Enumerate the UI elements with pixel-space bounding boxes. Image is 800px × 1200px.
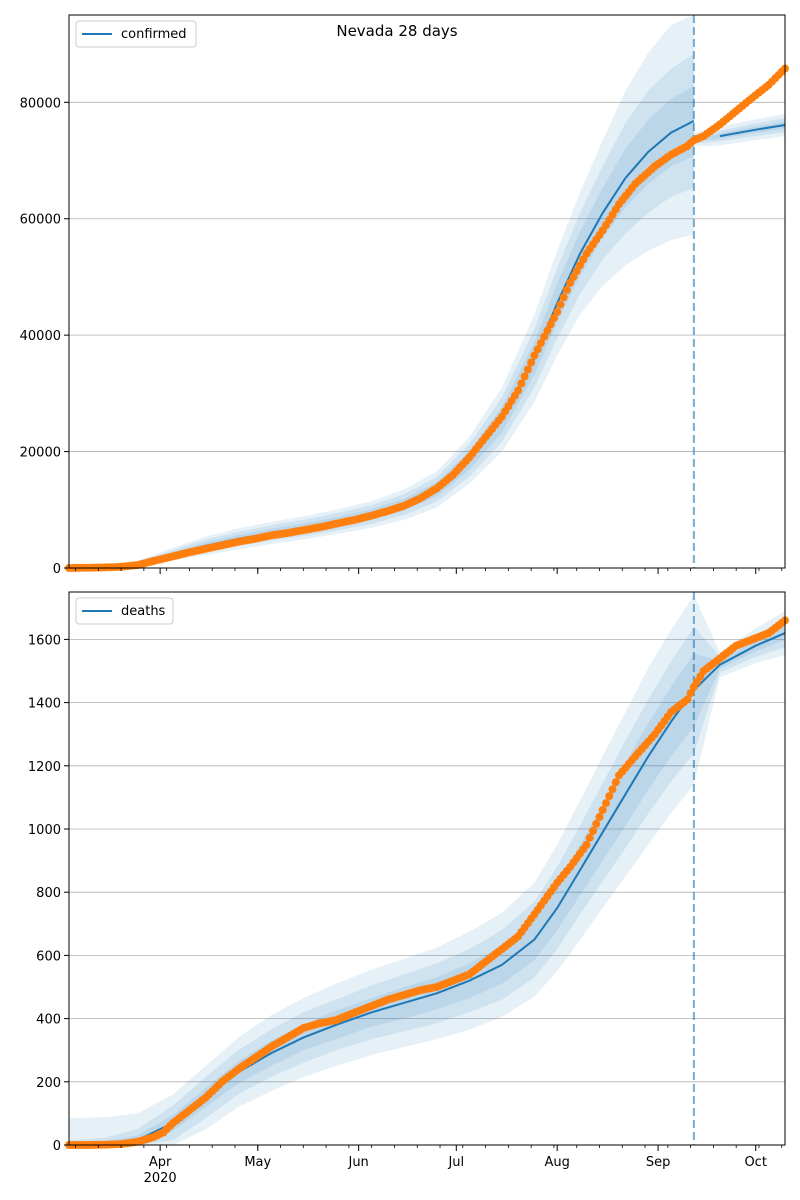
confirmed-forecast-band-outer (693, 114, 785, 147)
deaths-band-inner (69, 626, 785, 1145)
deaths-observed-points (65, 616, 789, 1149)
confirmed-band-outer (69, 15, 694, 568)
confirmed-ytick-label: 20000 (20, 446, 61, 461)
deaths-legend-label: deaths (121, 604, 166, 619)
deaths-observed-point (595, 813, 604, 821)
deaths-observed-point (589, 826, 597, 835)
deaths-ytick-label: 400 (36, 1013, 61, 1028)
deaths-xtick-label: Jun (347, 1155, 368, 1170)
deaths-observed-point (686, 689, 695, 698)
confirmed-legend-label: confirmed (121, 27, 187, 42)
confirmed-forecast-band-middle (693, 118, 785, 144)
confirmed-observed-point (530, 351, 539, 360)
confirmed-forecast-path (719, 124, 786, 138)
deaths-legend: deaths (75, 597, 174, 625)
deaths-observed-point (585, 833, 594, 842)
deaths-ytick-label: 1400 (28, 697, 61, 712)
confirmed-axes: 0 20000 40000 60000 80000 (20, 14, 786, 577)
deaths-observed-point (683, 695, 692, 704)
deaths-xtick-label: Aug (544, 1155, 569, 1170)
deaths-axes-frame (68, 591, 786, 1146)
deaths-xtick-label: Sep (646, 1155, 671, 1170)
deaths-observed-point (598, 806, 607, 814)
deaths-ytick-label: 0 (53, 1139, 61, 1154)
confirmed-observed-point (540, 332, 549, 341)
deaths-observed-point (611, 778, 620, 787)
confirmed-ytick-label: 40000 (20, 329, 61, 344)
confirmed-ytick-label: 60000 (20, 213, 61, 228)
confirmed-forecast-band-inner (693, 121, 785, 142)
deaths-xtick-label: Jul (447, 1155, 464, 1170)
deaths-ytick-label: 1600 (28, 633, 61, 648)
confirmed-ytick-label: 0 (53, 562, 61, 577)
deaths-axes: 0 200 400 600 800 1000 1200 1400 1600 Apr May Jun Ju… (28, 591, 786, 1186)
confirmed-axes-frame (68, 14, 786, 569)
deaths-observed-point (582, 840, 591, 849)
deaths-uncertainty-bands (69, 595, 785, 1145)
confirmed-observed-point (527, 358, 536, 367)
confirmed-panel: 0 20000 40000 60000 80000 confirmed (20, 14, 789, 577)
confirmed-observed-point (556, 300, 565, 309)
confirmed-observed-point (553, 307, 562, 316)
confirmed-observed-point (533, 345, 542, 354)
confirmed-observed-point (514, 386, 523, 395)
deaths-band-outer (69, 595, 785, 1145)
deaths-observed-point (605, 792, 614, 801)
confirmed-observed-point (536, 339, 545, 348)
confirmed-observed-point (520, 372, 529, 381)
figure-title: Nevada 28 days (336, 22, 457, 40)
confirmed-band-middle (69, 54, 694, 568)
confirmed-observed-point (523, 365, 532, 374)
deaths-observed-point (592, 819, 601, 828)
deaths-xtick-label: Apr (149, 1155, 172, 1170)
confirmed-observed-point (562, 286, 571, 294)
deaths-grid (69, 639, 785, 1146)
deaths-observed-point (608, 785, 617, 794)
deaths-xtick-label: May (244, 1155, 271, 1170)
deaths-panel: 0 200 400 600 800 1000 1200 1400 1600 Apr May Jun Ju… (28, 591, 789, 1186)
deaths-ytick-label: 1200 (28, 760, 61, 775)
confirmed-observed-point (579, 255, 588, 264)
confirmed-observed-point (543, 326, 552, 335)
deaths-legend-box (75, 597, 174, 625)
deaths-ytick-label: 1000 (28, 823, 61, 838)
deaths-ytick-label: 600 (36, 949, 61, 964)
confirmed-observed-point (517, 379, 526, 388)
deaths-xtick-label: Oct (744, 1155, 766, 1170)
deaths-observed-point (602, 799, 610, 808)
confirmed-legend-box (75, 20, 197, 48)
confirmed-legend: confirmed (75, 20, 197, 48)
deaths-ytick-label: 200 (36, 1076, 61, 1091)
confirmed-observed-point (549, 314, 558, 323)
deaths-year-label: 2020 (144, 1171, 177, 1186)
confirmed-observed-point (566, 278, 575, 287)
confirmed-observed-point (559, 293, 568, 302)
deaths-ytick-label: 800 (36, 886, 61, 901)
confirmed-ytick-label: 80000 (20, 96, 61, 111)
confirmed-uncertainty-bands (69, 15, 785, 568)
confirmed-observed-point (572, 267, 581, 276)
confirmed-observed-point (546, 320, 555, 329)
